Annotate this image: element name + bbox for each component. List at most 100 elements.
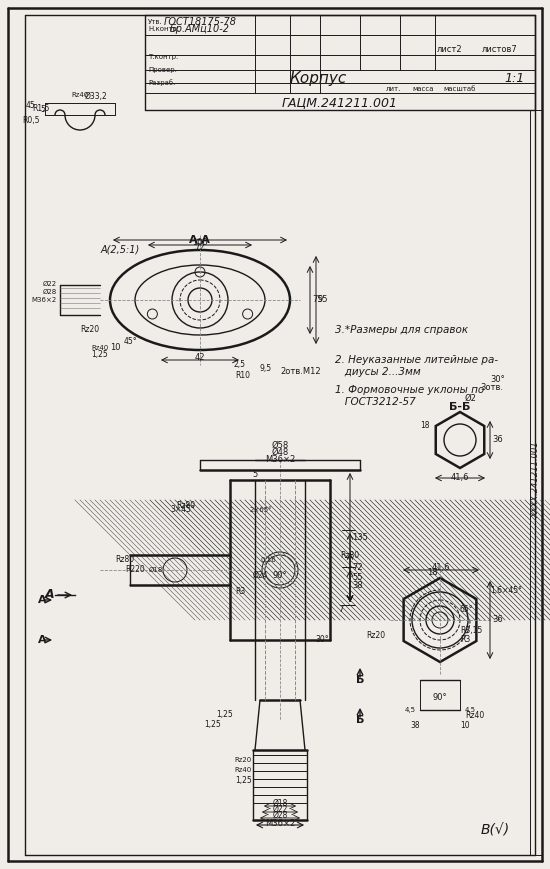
Text: 2,5: 2,5 — [233, 361, 245, 369]
Text: 18: 18 — [427, 568, 437, 577]
Text: Ø22: Ø22 — [272, 805, 288, 814]
Text: 10: 10 — [460, 720, 470, 729]
Text: Б: Б — [356, 675, 364, 685]
Text: 65°: 65° — [460, 606, 474, 614]
Text: Rz20: Rz20 — [235, 757, 252, 763]
Text: 4,5: 4,5 — [465, 707, 476, 713]
Text: 1,25: 1,25 — [217, 711, 233, 720]
Text: Ø2: Ø2 — [465, 394, 477, 402]
Text: R220: R220 — [125, 566, 145, 574]
Text: 18: 18 — [421, 421, 430, 429]
Text: В(√): В(√) — [481, 823, 509, 837]
Text: Ø48: Ø48 — [271, 448, 289, 457]
Text: 2×65°: 2×65° — [250, 507, 273, 513]
Text: Rz40: Rz40 — [91, 345, 109, 351]
Text: Бр.АМц10-2: Бр.АМц10-2 — [170, 24, 230, 34]
Text: 0,16: 0,16 — [260, 557, 276, 563]
Text: Ø28: Ø28 — [43, 289, 57, 295]
Text: листов7: листов7 — [482, 45, 518, 55]
Text: R0,5: R0,5 — [23, 116, 40, 124]
Text: R3: R3 — [235, 587, 245, 596]
Text: Rz40: Rz40 — [465, 711, 485, 720]
Text: 38: 38 — [352, 580, 363, 589]
Text: Б-Б: Б-Б — [449, 402, 471, 412]
Text: 1,6×45°: 1,6×45° — [490, 586, 522, 594]
Text: 36: 36 — [492, 615, 503, 625]
Text: 90°: 90° — [273, 571, 287, 580]
Text: 30°: 30° — [490, 375, 505, 384]
Text: Rz80: Rz80 — [176, 501, 195, 509]
Text: Rz40: Rz40 — [72, 92, 89, 98]
Text: Ø22: Ø22 — [43, 281, 57, 287]
Text: Ø18: Ø18 — [148, 567, 163, 573]
Text: Rz40: Rz40 — [235, 767, 252, 773]
Text: М36×2: М36×2 — [32, 297, 57, 303]
Bar — [305, 500, 330, 620]
Text: 7: 7 — [338, 606, 343, 614]
Text: Т.контр.: Т.контр. — [148, 54, 178, 60]
Text: 1,25: 1,25 — [92, 350, 108, 360]
Text: 42: 42 — [195, 353, 205, 362]
Text: 10: 10 — [110, 343, 120, 353]
Text: 1,25: 1,25 — [235, 775, 252, 785]
Text: 100: 100 — [192, 238, 208, 247]
Text: R3,15: R3,15 — [460, 626, 482, 634]
Text: 3.*Размеры для справок: 3.*Размеры для справок — [335, 325, 468, 335]
Text: R1,5: R1,5 — [32, 104, 50, 114]
Text: 95: 95 — [318, 295, 328, 304]
Text: 5: 5 — [252, 470, 257, 479]
Text: 72: 72 — [195, 243, 205, 252]
Text: ХХХХ.241211.001: ХХХХ.241211.001 — [531, 441, 541, 518]
Text: А(2,5:1): А(2,5:1) — [100, 245, 140, 255]
Text: 3отв.: 3отв. — [480, 383, 503, 393]
Bar — [230, 500, 255, 620]
Text: 38: 38 — [410, 720, 420, 729]
Text: масса: масса — [412, 86, 434, 92]
Text: А-А: А-А — [189, 235, 211, 245]
Text: 36: 36 — [492, 435, 503, 445]
Text: 1. Формовочные уклоны по
   ГОСТ3212-57: 1. Формовочные уклоны по ГОСТ3212-57 — [335, 385, 484, 407]
Text: Ø24: Ø24 — [252, 571, 268, 580]
Text: 1,25: 1,25 — [205, 720, 221, 729]
Text: R10: R10 — [235, 370, 250, 380]
Text: Разраб.: Разраб. — [148, 80, 175, 86]
Text: Ø18: Ø18 — [272, 799, 288, 808]
Text: 41,6: 41,6 — [451, 473, 469, 482]
Text: Н.контр.: Н.контр. — [148, 26, 179, 32]
Text: Ø58: Ø58 — [271, 441, 289, 450]
Text: 2. Неуказанные литейные ра-
   диусы 2...3мм: 2. Неуказанные литейные ра- диусы 2...3м… — [335, 355, 498, 376]
Text: 72: 72 — [352, 563, 362, 573]
Text: Rz20: Rz20 — [366, 631, 385, 640]
Text: лит.: лит. — [386, 86, 401, 92]
Text: Rz20: Rz20 — [80, 326, 99, 335]
Text: А: А — [38, 635, 46, 645]
Text: 41,6: 41,6 — [432, 563, 450, 572]
Text: R3: R3 — [460, 635, 470, 645]
Text: Б: Б — [356, 715, 364, 725]
Text: 135: 135 — [352, 534, 368, 542]
Text: Ø28: Ø28 — [272, 811, 288, 820]
Text: 90°: 90° — [433, 693, 447, 702]
Text: 4,5: 4,5 — [404, 707, 415, 713]
Text: ГАЦМ.241211.001: ГАЦМ.241211.001 — [282, 96, 398, 109]
Text: А: А — [45, 588, 55, 601]
Text: 9,5: 9,5 — [260, 363, 272, 373]
Text: А: А — [38, 595, 46, 605]
Text: 45°: 45° — [123, 337, 137, 347]
Text: М36×2: М36×2 — [265, 819, 295, 828]
Text: Утв.: Утв. — [148, 19, 163, 25]
Text: 55: 55 — [352, 573, 362, 581]
Text: М36×2: М36×2 — [265, 455, 295, 464]
Text: 1:1: 1:1 — [505, 71, 525, 84]
Text: масштаб: масштаб — [444, 86, 476, 92]
Text: Провер.: Провер. — [148, 67, 177, 73]
Text: ГОСТ18175-78: ГОСТ18175-78 — [163, 17, 236, 27]
Text: 30°: 30° — [315, 635, 329, 645]
Text: 5: 5 — [40, 105, 45, 115]
Text: Ø33,2: Ø33,2 — [85, 92, 108, 102]
Text: 3×45°: 3×45° — [170, 506, 195, 514]
Text: 2отв.М12: 2отв.М12 — [280, 368, 321, 376]
Text: 45: 45 — [25, 101, 35, 109]
Text: Корпус: Корпус — [290, 70, 347, 85]
Text: Rz80: Rz80 — [340, 550, 359, 560]
